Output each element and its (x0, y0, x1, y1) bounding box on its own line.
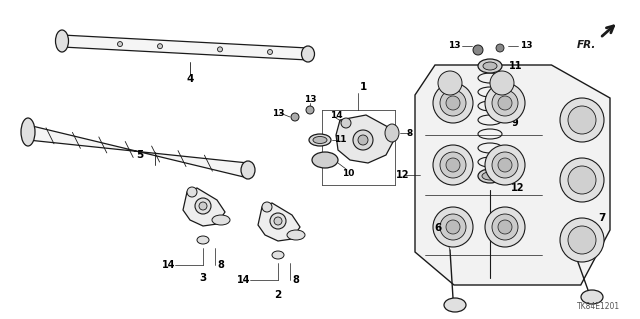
Circle shape (440, 90, 466, 116)
Ellipse shape (56, 30, 68, 52)
Circle shape (485, 207, 525, 247)
Circle shape (498, 158, 512, 172)
Polygon shape (336, 115, 394, 163)
Polygon shape (183, 188, 225, 226)
Ellipse shape (385, 124, 399, 142)
Text: 12: 12 (396, 170, 410, 180)
Circle shape (446, 158, 460, 172)
Circle shape (195, 198, 211, 214)
Ellipse shape (309, 134, 331, 146)
Text: 7: 7 (598, 213, 605, 223)
Circle shape (473, 45, 483, 55)
Circle shape (157, 44, 163, 49)
Circle shape (485, 145, 525, 185)
Circle shape (199, 202, 207, 210)
Text: FR.: FR. (577, 40, 596, 50)
Ellipse shape (313, 137, 327, 144)
Circle shape (440, 152, 466, 178)
Ellipse shape (482, 172, 498, 180)
Text: 8: 8 (407, 129, 413, 137)
Circle shape (498, 220, 512, 234)
Circle shape (498, 96, 512, 110)
Circle shape (291, 113, 299, 121)
Circle shape (490, 71, 514, 95)
Circle shape (438, 71, 462, 95)
Text: 5: 5 (136, 150, 143, 160)
Ellipse shape (478, 169, 502, 183)
Text: 12: 12 (511, 183, 525, 193)
Circle shape (341, 118, 351, 128)
Text: 11: 11 (509, 61, 523, 71)
Ellipse shape (478, 59, 502, 73)
Circle shape (268, 49, 273, 55)
Polygon shape (415, 65, 610, 285)
Text: 9: 9 (511, 118, 518, 128)
Text: 14: 14 (237, 275, 251, 285)
Ellipse shape (212, 215, 230, 225)
Circle shape (446, 220, 460, 234)
Circle shape (492, 152, 518, 178)
Ellipse shape (301, 46, 314, 62)
Polygon shape (28, 125, 248, 178)
Text: 6: 6 (435, 223, 442, 233)
Text: 8: 8 (218, 260, 225, 270)
Circle shape (262, 202, 272, 212)
Text: 10: 10 (342, 168, 354, 177)
Text: 14: 14 (163, 260, 176, 270)
Circle shape (446, 96, 460, 110)
Ellipse shape (197, 236, 209, 244)
Polygon shape (258, 203, 300, 241)
Ellipse shape (272, 251, 284, 259)
Ellipse shape (444, 298, 466, 312)
Circle shape (560, 218, 604, 262)
Ellipse shape (581, 290, 603, 304)
Text: 13: 13 (304, 95, 316, 105)
Circle shape (492, 214, 518, 240)
Circle shape (568, 106, 596, 134)
Circle shape (353, 130, 373, 150)
Polygon shape (62, 35, 308, 60)
Circle shape (440, 214, 466, 240)
Circle shape (485, 83, 525, 123)
Circle shape (433, 83, 473, 123)
Circle shape (433, 207, 473, 247)
Circle shape (274, 217, 282, 225)
Text: 13: 13 (272, 108, 284, 117)
Ellipse shape (241, 161, 255, 179)
Text: 13: 13 (448, 41, 460, 50)
Text: 13: 13 (520, 41, 532, 50)
Text: 2: 2 (275, 290, 282, 300)
Circle shape (187, 187, 197, 197)
Circle shape (218, 47, 223, 52)
Circle shape (270, 213, 286, 229)
Text: 4: 4 (186, 74, 194, 84)
Circle shape (358, 135, 368, 145)
Ellipse shape (483, 62, 497, 70)
Text: 11: 11 (333, 136, 346, 145)
Ellipse shape (21, 118, 35, 146)
Circle shape (568, 166, 596, 194)
Text: TK84E1201: TK84E1201 (577, 302, 620, 311)
Circle shape (118, 41, 122, 47)
Circle shape (496, 44, 504, 52)
Circle shape (306, 106, 314, 114)
Ellipse shape (312, 152, 338, 168)
Circle shape (560, 158, 604, 202)
Circle shape (560, 98, 604, 142)
Text: 8: 8 (292, 275, 300, 285)
Text: 14: 14 (330, 110, 342, 120)
Circle shape (433, 145, 473, 185)
Text: 3: 3 (200, 273, 207, 283)
Circle shape (568, 226, 596, 254)
Text: 1: 1 (360, 82, 367, 92)
Circle shape (492, 90, 518, 116)
Ellipse shape (287, 230, 305, 240)
